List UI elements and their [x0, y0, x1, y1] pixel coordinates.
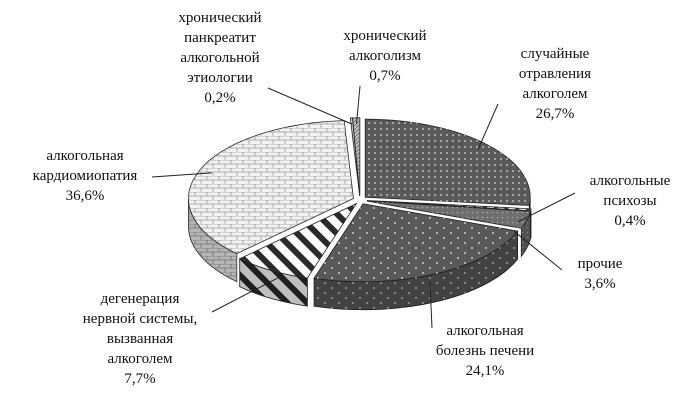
- slice-side-pattern: [188, 198, 237, 282]
- category-label: алкогольные психозы: [590, 173, 671, 209]
- slice-pattern: [365, 119, 531, 206]
- category-label: случайные отравления алкоголем: [519, 46, 591, 102]
- category-label: прочие: [578, 256, 623, 272]
- slice-pattern: [188, 120, 354, 254]
- value-label: 24,1%: [466, 363, 505, 379]
- slice-pattern: [352, 117, 360, 196]
- leader-line: [477, 103, 499, 150]
- slice-side-shade: [188, 198, 237, 282]
- category-label: хронический алкоголизм: [343, 28, 426, 64]
- value-label: 3,6%: [584, 276, 615, 292]
- slice-pattern: [314, 203, 518, 282]
- category-label: алкогольная болезнь печени: [436, 323, 534, 359]
- slice-side-shade: [521, 211, 531, 257]
- category-label: дегенерация нервной системы, вызванная алко…: [83, 291, 197, 367]
- leader-line: [513, 230, 563, 271]
- leader-line: [517, 192, 576, 223]
- category-label: хронический панкреатит алкогольной этиологи…: [178, 10, 261, 86]
- category-label: алкогольная кардиомиопатия: [33, 148, 138, 184]
- value-label: 7,7%: [124, 371, 155, 387]
- slice-side-shade: [239, 258, 308, 307]
- slice-pattern: [350, 117, 360, 196]
- slice-pattern: [366, 200, 532, 211]
- slice-side-pattern: [521, 211, 531, 257]
- value-label: 0,7%: [369, 68, 400, 84]
- leader-line: [267, 87, 353, 125]
- leader-line: [151, 172, 212, 178]
- value-label: 26,7%: [536, 106, 575, 122]
- value-label: 0,2%: [204, 90, 235, 106]
- slice-pattern: [366, 201, 531, 229]
- value-label: 36,6%: [66, 188, 105, 204]
- leader-line: [356, 85, 361, 125]
- slice-side-pattern: [314, 231, 518, 310]
- slice-side-shade: [314, 231, 518, 310]
- slice-side-pattern: [239, 258, 308, 307]
- leader-line: [211, 277, 279, 313]
- leader-line: [429, 281, 433, 329]
- value-label: 0,4%: [614, 213, 645, 229]
- slice-pattern: [239, 203, 357, 279]
